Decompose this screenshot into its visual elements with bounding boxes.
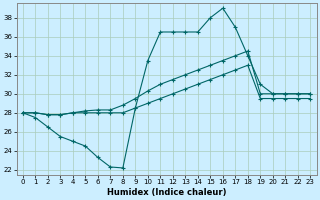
- X-axis label: Humidex (Indice chaleur): Humidex (Indice chaleur): [107, 188, 226, 197]
